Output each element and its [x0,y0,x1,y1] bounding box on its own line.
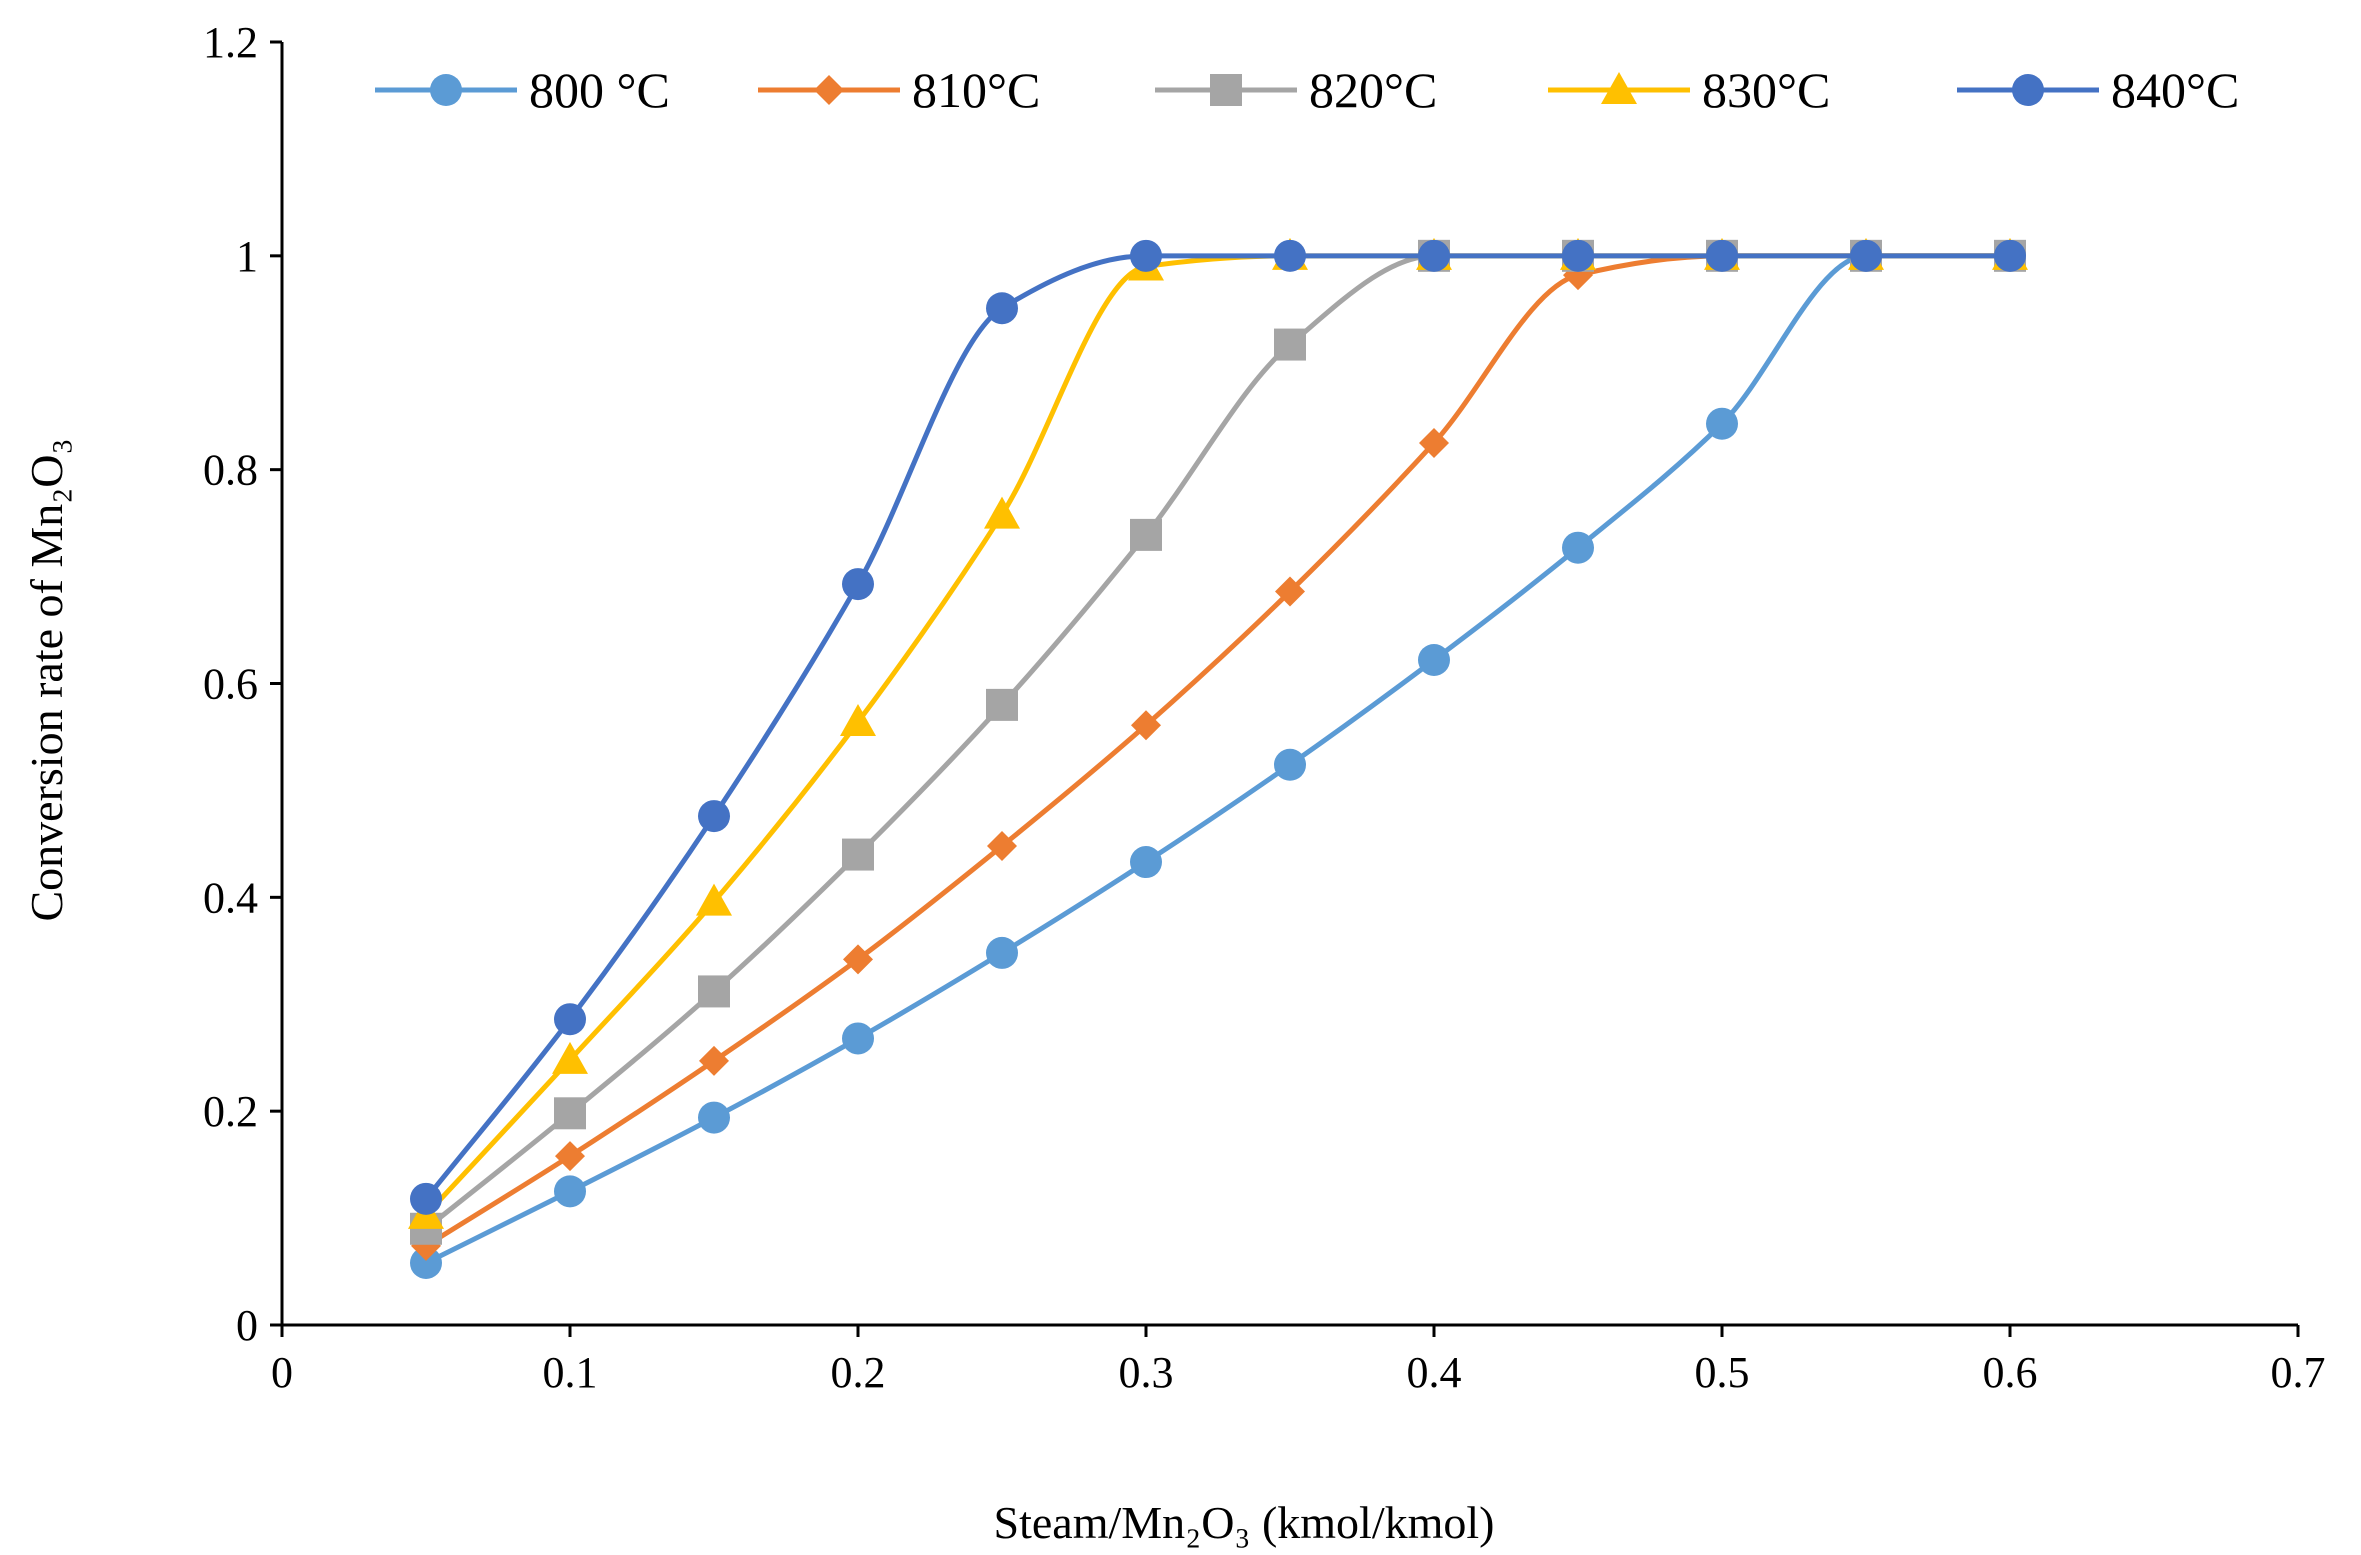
y-tick-label: 0.2 [203,1087,258,1136]
data-point [1274,239,1306,272]
legend-marker [1210,74,1242,106]
legend-marker [814,75,844,105]
x-tick-label: 0.2 [831,1348,886,1397]
data-point [842,838,874,871]
series-3 [408,237,2028,1229]
data-point [1274,748,1306,781]
x-tick-label: 0 [271,1348,293,1397]
series-4 [410,239,2026,1215]
data-point [1130,846,1162,879]
data-point [554,1175,586,1208]
data-point [1275,576,1305,607]
series-line [423,253,2013,1232]
axes-layer [280,42,2298,1327]
legend-label: 810°C [912,62,1040,118]
y-tick-label: 1 [236,232,258,281]
data-point [1706,239,1738,272]
x-axis-title: Steam/Mn₂O₃ (kmol/kmol) [994,1497,1495,1548]
legend-marker [2012,74,2044,106]
data-point [1418,643,1450,676]
data-point [1850,239,1882,272]
data-point [698,975,730,1008]
data-point [986,292,1018,325]
data-point [696,883,732,916]
series-line [423,253,2013,1218]
data-point [984,496,1020,529]
data-point [1418,239,1450,272]
legend-marker [430,74,462,106]
data-point [987,831,1017,862]
data-point [1130,239,1162,272]
data-point [410,1182,442,1215]
y-tick-label: 0.4 [203,873,258,922]
legend: 800 °C 810°C 820°C 830°C 840°C [375,62,2239,118]
legend-label: 820°C [1309,62,1437,118]
data-point [1706,407,1738,440]
data-point [842,1022,874,1055]
series-layer [408,237,2028,1279]
legend-label: 800 °C [529,62,670,118]
ticks-layer: 0 0.2 0.4 0.6 0.8 1 1.2 0 0.1 0.2 0.3 0.4 0.5 0.6 0.7 [203,18,2326,1397]
data-point [552,1041,588,1074]
data-point [554,1003,586,1036]
data-point [842,568,874,601]
legend-item-1: 810°C [758,62,1040,118]
data-point [1130,518,1162,551]
y-tick-label: 0.8 [203,446,258,495]
data-point [1562,239,1594,272]
data-point [840,703,876,736]
data-point [410,1246,442,1279]
data-point [554,1097,586,1130]
legend-item-2: 820°C [1155,62,1437,118]
legend-label: 840°C [2111,62,2239,118]
x-tick-label: 0.7 [2271,1348,2326,1397]
legend-item-4: 840°C [1957,62,2239,118]
data-point [1274,328,1306,361]
data-point [843,944,873,975]
x-tick-label: 0.5 [1695,1348,1750,1397]
x-tick-label: 0.3 [1119,1348,1174,1397]
y-tick-label: 0 [236,1301,258,1350]
legend-item-0: 800 °C [375,62,670,118]
legend-label: 830°C [1702,62,1830,118]
y-axis-title: Conversion rate of Mn₂O₃ [21,438,72,921]
x-tick-label: 0.1 [543,1348,598,1397]
data-point [698,1101,730,1134]
data-point [555,1141,585,1172]
data-point [1131,710,1161,741]
series-line [423,253,2013,1249]
data-point [699,1045,729,1076]
legend-marker [1601,72,1637,104]
data-point [986,688,1018,721]
data-point [1994,239,2026,272]
data-point [1562,531,1594,564]
series-0 [410,239,2026,1279]
series-line [423,253,2013,1266]
x-tick-label: 0.6 [1983,1348,2038,1397]
y-tick-label: 0.6 [203,660,258,709]
y-tick-label: 1.2 [203,18,258,67]
series-2 [410,239,2026,1245]
series-1 [411,240,2025,1261]
x-tick-label: 0.4 [1407,1348,1462,1397]
data-point [1419,427,1449,458]
legend-item-3: 830°C [1548,62,1830,118]
series-line [423,253,2013,1202]
data-point [698,800,730,833]
data-point [986,936,1018,969]
